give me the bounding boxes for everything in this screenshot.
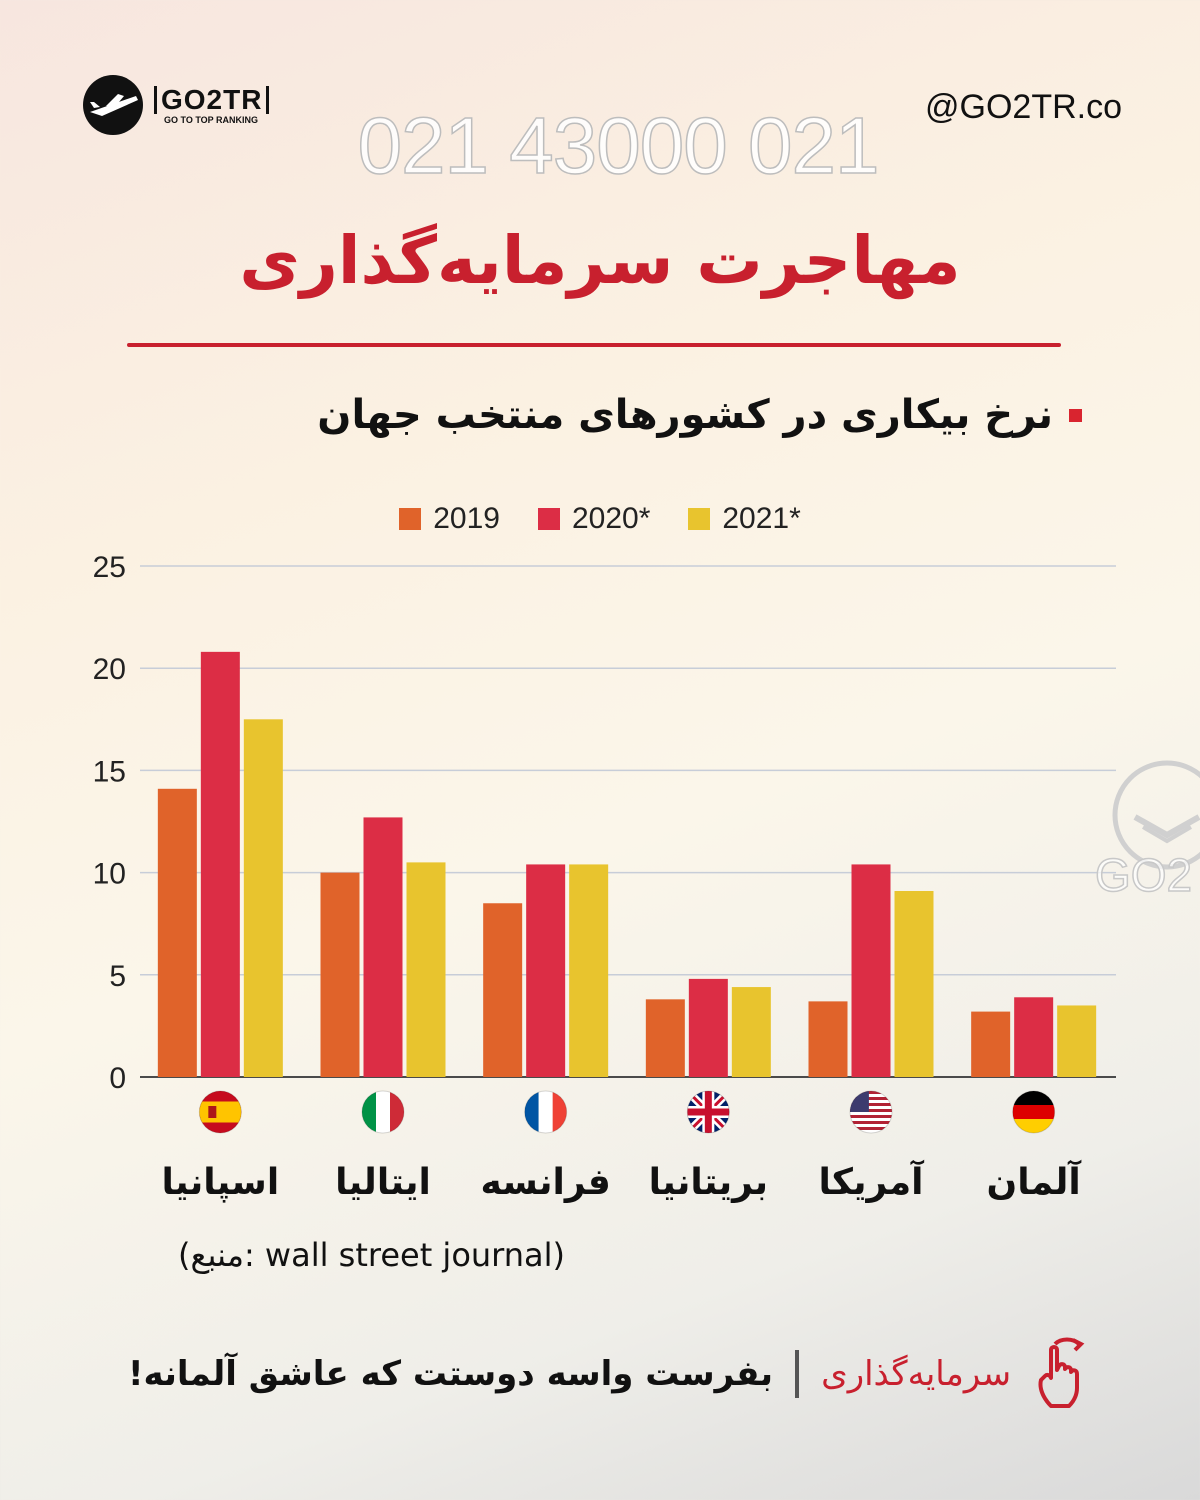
y-tick-label: 10 bbox=[93, 858, 126, 891]
chart-legend: 2019 2020* 2021* bbox=[0, 502, 1200, 536]
spain-flag-icon bbox=[198, 1090, 242, 1134]
y-tick-label: 0 bbox=[109, 1062, 126, 1095]
bar-2019-2 bbox=[483, 903, 523, 1077]
legend-swatch-2020 bbox=[537, 508, 560, 530]
y-tick-label: 25 bbox=[93, 551, 126, 584]
bar-2019-0 bbox=[157, 788, 197, 1077]
plane-logo-icon bbox=[83, 75, 143, 135]
bar-2020-1 bbox=[363, 817, 403, 1077]
bar-2021-5 bbox=[1057, 1005, 1097, 1077]
y-tick-label: 20 bbox=[93, 653, 126, 686]
bar-2020-4 bbox=[851, 864, 891, 1077]
x-category-label: اسپانیا bbox=[161, 1162, 279, 1203]
bar-2019-3 bbox=[645, 999, 685, 1077]
footer: بفرست واسه دوستت که عاشق آلمانه! سرمایه‌… bbox=[128, 1336, 1089, 1412]
bar-2020-5 bbox=[1014, 997, 1054, 1077]
page-title: مهاجرت سرمایه‌گذاری bbox=[239, 222, 961, 299]
bar-2021-3 bbox=[731, 987, 771, 1077]
bar-chart: 0 5 10 15 20 25 اسپانیا ایتالیا فرانسه بریتانیا آم… bbox=[93, 551, 1116, 1203]
legend-label: 2019 bbox=[433, 502, 500, 535]
share-call-to-action: بفرست واسه دوستت که عاشق آلمانه! bbox=[128, 1354, 774, 1394]
x-category-label: آمریکا bbox=[819, 1159, 926, 1203]
y-tick-label: 15 bbox=[93, 755, 126, 788]
x-category-label: آلمان bbox=[987, 1159, 1083, 1203]
logo: GO2TR GO TO TOP RANKING bbox=[80, 72, 270, 138]
legend-item-2019: 2019 bbox=[399, 502, 500, 536]
bar-2019-1 bbox=[320, 872, 360, 1077]
france-flag-icon bbox=[524, 1090, 568, 1134]
phone-watermark: 021 43000 021 bbox=[357, 100, 880, 191]
bar-2021-0 bbox=[243, 719, 283, 1077]
bar-2019-5 bbox=[971, 1011, 1011, 1077]
italy-flag-icon bbox=[361, 1090, 405, 1134]
bar-2020-0 bbox=[200, 651, 240, 1077]
uk-flag-icon bbox=[686, 1090, 730, 1134]
y-tick-label: 5 bbox=[109, 960, 126, 993]
germany-flag-icon bbox=[1012, 1090, 1056, 1134]
title-divider bbox=[127, 343, 1061, 347]
x-category-label: فرانسه bbox=[481, 1162, 611, 1203]
social-handle[interactable]: @GO2TR.co bbox=[925, 88, 1122, 126]
legend-item-2021: 2021* bbox=[688, 502, 801, 536]
bar-2021-4 bbox=[894, 890, 934, 1077]
usa-flag-icon bbox=[849, 1090, 893, 1134]
logo-name: GO2TR bbox=[154, 85, 270, 114]
go2-watermark-text: GO2 bbox=[1094, 848, 1193, 902]
bar-2021-2 bbox=[569, 864, 609, 1077]
legend-swatch-2019 bbox=[399, 508, 422, 530]
pointing-hand-icon[interactable] bbox=[1033, 1336, 1089, 1412]
legend-label: 2020* bbox=[571, 502, 651, 535]
bar-2021-1 bbox=[406, 862, 446, 1077]
plane-watermark-icon bbox=[1112, 760, 1200, 870]
x-category-label: ایتالیا bbox=[335, 1162, 431, 1203]
bar-2020-3 bbox=[688, 978, 728, 1077]
bullet-icon bbox=[1069, 408, 1082, 422]
source-note: (منبع: wall street journal) bbox=[178, 1236, 566, 1274]
legend-swatch-2021 bbox=[688, 508, 711, 530]
footer-brand: سرمایه‌گذاری bbox=[821, 1354, 1012, 1394]
bar-2020-2 bbox=[526, 864, 566, 1077]
chart-subtitle-text: نرخ بیکاری در کشورهای منتخب جهان bbox=[317, 392, 1053, 438]
legend-item-2020: 2020* bbox=[537, 502, 651, 536]
bar-2019-4 bbox=[808, 1001, 848, 1077]
legend-label: 2021* bbox=[722, 502, 801, 535]
x-category-label: بریتانیا bbox=[649, 1162, 768, 1203]
chart-subtitle: نرخ بیکاری در کشورهای منتخب جهان bbox=[317, 392, 1082, 438]
logo-tagline: GO TO TOP RANKING bbox=[164, 114, 259, 125]
footer-divider bbox=[795, 1350, 800, 1398]
